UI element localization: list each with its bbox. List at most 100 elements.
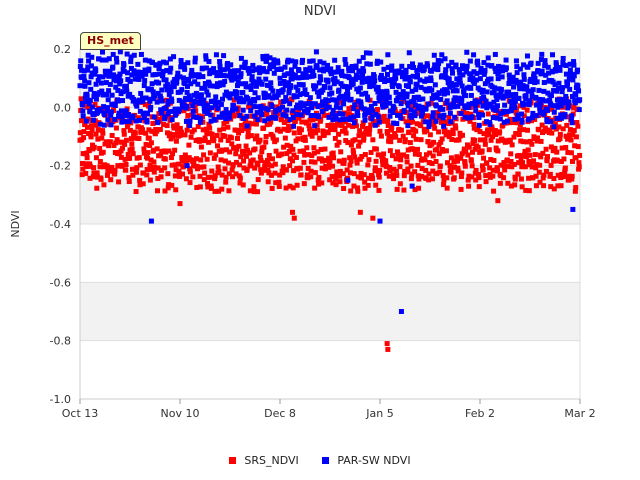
data-point bbox=[536, 87, 542, 93]
data-point bbox=[294, 111, 300, 117]
data-point bbox=[80, 108, 86, 114]
data-point bbox=[518, 176, 524, 182]
data-point bbox=[250, 68, 255, 74]
data-point bbox=[276, 179, 282, 185]
data-point bbox=[167, 56, 173, 62]
data-point bbox=[319, 165, 325, 171]
data-point bbox=[131, 96, 137, 102]
data-point bbox=[290, 146, 296, 152]
data-point bbox=[286, 127, 292, 133]
data-point bbox=[212, 188, 218, 194]
data-point bbox=[331, 155, 337, 161]
data-point bbox=[305, 172, 310, 178]
data-point bbox=[430, 110, 436, 116]
data-point bbox=[373, 146, 379, 152]
data-point bbox=[304, 145, 310, 151]
data-point bbox=[169, 182, 175, 188]
data-point bbox=[154, 99, 160, 105]
data-point bbox=[552, 82, 558, 88]
data-point bbox=[441, 123, 447, 129]
data-point-outlier bbox=[385, 346, 391, 352]
data-point bbox=[551, 124, 557, 130]
data-point bbox=[480, 163, 485, 169]
data-point bbox=[162, 165, 168, 171]
band-4 bbox=[80, 282, 580, 341]
data-point bbox=[286, 148, 292, 154]
data-point bbox=[217, 59, 223, 65]
data-point bbox=[256, 65, 262, 71]
data-point bbox=[520, 160, 525, 166]
data-point bbox=[121, 62, 127, 68]
data-point bbox=[416, 152, 422, 158]
data-point bbox=[251, 113, 257, 119]
data-point bbox=[353, 123, 359, 129]
data-point bbox=[329, 90, 335, 96]
data-point bbox=[343, 61, 349, 67]
data-point bbox=[446, 134, 452, 140]
data-point bbox=[473, 108, 479, 114]
data-point bbox=[361, 68, 367, 74]
data-point bbox=[334, 79, 340, 85]
data-point bbox=[110, 51, 116, 57]
data-point bbox=[534, 138, 540, 144]
data-point bbox=[414, 67, 420, 73]
data-point bbox=[437, 169, 443, 175]
data-point bbox=[567, 61, 573, 67]
data-point bbox=[237, 95, 243, 101]
data-point bbox=[273, 107, 279, 113]
data-point bbox=[497, 129, 503, 135]
data-point bbox=[219, 111, 225, 117]
data-point bbox=[120, 98, 125, 104]
data-point bbox=[338, 93, 344, 99]
data-point bbox=[238, 73, 244, 79]
data-point bbox=[542, 58, 548, 64]
data-point bbox=[297, 105, 303, 111]
data-point bbox=[406, 74, 412, 80]
data-point bbox=[92, 71, 98, 77]
data-point bbox=[104, 163, 110, 169]
data-point bbox=[263, 133, 269, 139]
data-point bbox=[412, 169, 418, 175]
data-point bbox=[404, 154, 410, 160]
data-point bbox=[320, 99, 325, 105]
data-point bbox=[177, 106, 183, 112]
data-point bbox=[177, 125, 183, 131]
data-point bbox=[268, 80, 274, 86]
data-point bbox=[495, 148, 501, 154]
data-point bbox=[246, 120, 252, 126]
data-point bbox=[109, 164, 115, 170]
data-point bbox=[300, 71, 306, 77]
data-point bbox=[210, 69, 216, 75]
data-point bbox=[387, 100, 393, 106]
data-point bbox=[558, 175, 564, 181]
data-point bbox=[415, 173, 421, 179]
data-point bbox=[414, 82, 420, 88]
data-point bbox=[316, 80, 322, 86]
data-point bbox=[454, 154, 460, 160]
data-point bbox=[263, 139, 269, 145]
data-point bbox=[466, 183, 472, 189]
legend-item-srs[interactable]: SRS_NDVI bbox=[229, 454, 299, 467]
data-point bbox=[271, 70, 277, 76]
data-point bbox=[255, 95, 261, 101]
data-point bbox=[201, 177, 207, 183]
data-point bbox=[397, 164, 403, 170]
data-point bbox=[152, 72, 158, 78]
data-point bbox=[511, 84, 517, 90]
data-point bbox=[124, 88, 130, 94]
data-point bbox=[358, 170, 364, 176]
data-point bbox=[295, 136, 301, 142]
data-point bbox=[122, 112, 128, 118]
data-point bbox=[515, 112, 521, 118]
data-point bbox=[384, 90, 390, 96]
data-point bbox=[182, 152, 188, 158]
data-point bbox=[350, 68, 355, 74]
data-point bbox=[115, 98, 121, 104]
data-point bbox=[481, 94, 487, 100]
data-point bbox=[142, 57, 148, 63]
legend-swatch-srs bbox=[229, 456, 237, 464]
data-point bbox=[465, 177, 471, 183]
data-point bbox=[318, 146, 324, 152]
legend-item-par[interactable]: PAR-SW NDVI bbox=[322, 454, 411, 467]
data-point bbox=[239, 81, 245, 87]
